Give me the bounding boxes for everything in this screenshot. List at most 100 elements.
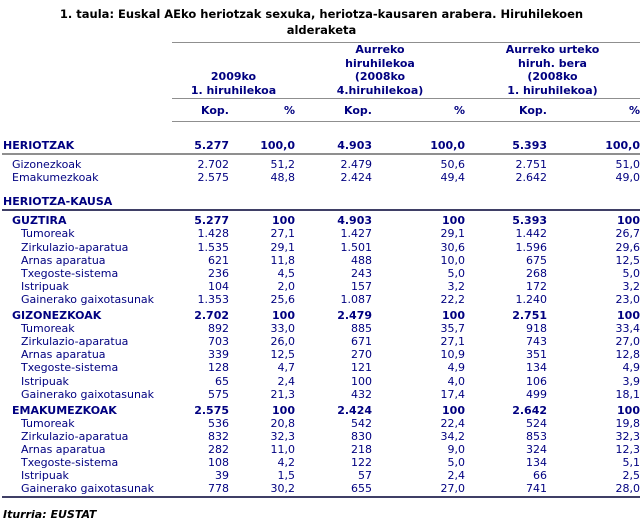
cell-value: 22,4: [440, 416, 466, 430]
column-group-line: 1. hiruhilekoa): [507, 83, 598, 97]
table-row: Istripuak 104 2,0 157 3,2 172 3,2: [2, 280, 640, 293]
row-label: Zirkulazio-aparatua: [21, 429, 129, 443]
cell-value: 524: [526, 416, 547, 430]
row-label: Gainerako gaixotasunak: [21, 482, 155, 496]
table-row: Istripuak 65 2,4 100 4,0 106 3,9: [2, 375, 640, 388]
cell-value: 21,3: [270, 387, 296, 401]
column-group-row: 2009ko 1. hiruhilekoa Aurreko hiruhileko…: [172, 43, 640, 99]
cell-value: 26,7: [615, 227, 641, 241]
cell-value: 51,0: [615, 158, 641, 172]
table-row: Gizonezkoak 2.702 51,2 2.479 50,6 2.751 51,0: [2, 158, 640, 171]
column-group-previous-quarter: Aurreko hiruhilekoa (2008ko 4.hiruhileko…: [295, 43, 465, 97]
table-row: Tumoreak 1.428 27,1 1.427 29,1 1.442 26,7: [2, 227, 640, 240]
row-label: Tumoreak: [21, 227, 75, 241]
table-row: Zirkulazio-aparatua 832 32,3 830 34,2 853 32,3: [2, 430, 640, 443]
cell-value: 5.277: [194, 214, 229, 228]
cell-value: 892: [208, 322, 229, 336]
column-group-line: (2008ko: [527, 70, 578, 83]
cell-value: 743: [526, 335, 547, 349]
cell-value: 4,9: [447, 361, 466, 375]
cell-value: 100,0: [605, 139, 640, 152]
cell-value: 172: [526, 279, 547, 293]
cell-value: 830: [351, 429, 372, 443]
cell-value: 2.751: [515, 158, 548, 172]
cell-value: 29,1: [440, 227, 466, 241]
row-label: Txegoste-sistema: [21, 266, 119, 280]
cell-value: 100: [442, 214, 465, 228]
cell-value: 134: [526, 361, 547, 375]
cell-value: 32,3: [615, 429, 641, 443]
cell-value: 5,0: [622, 266, 641, 280]
cell-value: 621: [208, 253, 229, 267]
cell-value: 268: [526, 266, 547, 280]
cell-value: 5,0: [447, 266, 466, 280]
cell-value: 3,2: [447, 279, 466, 293]
cell-value: 66: [533, 469, 547, 483]
cell-value: 671: [351, 335, 372, 349]
cell-value: 5,0: [447, 456, 466, 470]
cell-value: 12,8: [615, 348, 641, 362]
cell-value: 108: [208, 456, 229, 470]
section-rule: [2, 153, 640, 156]
cell-value: 18,1: [615, 387, 641, 401]
cell-value: 1.428: [197, 227, 230, 241]
cell-value: 100: [442, 403, 465, 417]
column-group-previous-year: Aurreko urteko hiruh. bera (2008ko 1. hi…: [465, 43, 640, 97]
cell-value: 100: [442, 309, 465, 323]
sub-header-pct: %: [453, 103, 465, 117]
cell-value: 2.575: [197, 171, 230, 185]
cell-value: 27,1: [270, 227, 296, 241]
sub-header-row: Kop. % Kop. % Kop. %: [172, 99, 640, 122]
cell-value: 4.903: [337, 214, 372, 228]
cell-value: 100: [272, 403, 295, 417]
cell-value: 35,7: [440, 322, 466, 336]
cell-value: 4,9: [622, 361, 641, 375]
cell-value: 1.427: [340, 227, 373, 241]
row-label: Emakumezkoak: [12, 171, 99, 185]
cell-value: 121: [351, 361, 372, 375]
table-bottom-rule: [2, 496, 640, 499]
row-label: GUZTIRA: [12, 214, 67, 228]
cell-value: 270: [351, 348, 372, 362]
cell-value: 5.277: [194, 139, 229, 152]
cell-value: 2.702: [197, 158, 230, 172]
cell-value: 499: [526, 387, 547, 401]
cell-value: 542: [351, 416, 372, 430]
cell-value: 100,0: [260, 139, 295, 152]
cell-value: 12,5: [615, 253, 641, 267]
table-row: Istripuak 39 1,5 57 2,4 66 2,5: [2, 469, 640, 482]
cell-value: 236: [208, 266, 229, 280]
cell-value: 4,2: [277, 456, 296, 470]
table-row: Emakumezkoak 2.575 48,8 2.424 49,4 2.642 49,0: [2, 171, 640, 184]
table-row: Txegoste-sistema 108 4,2 122 5,0 134 5,1: [2, 456, 640, 469]
cell-value: 2.424: [337, 403, 372, 417]
cell-value: 1.501: [340, 240, 373, 254]
cell-value: 4,0: [447, 374, 466, 388]
cell-value: 1.087: [340, 292, 373, 306]
cell-value: 339: [208, 348, 229, 362]
table-row: Gainerako gaixotasunak 575 21,3 432 17,4 499 1…: [2, 388, 640, 401]
cell-value: 832: [208, 429, 229, 443]
cell-value: 34,2: [440, 429, 466, 443]
cell-value: 2,0: [277, 279, 296, 293]
table-header: 2009ko 1. hiruhilekoa Aurreko hiruhileko…: [172, 42, 640, 122]
table-row: HERIOTZA-KAUSA: [2, 195, 640, 208]
row-label: Tumoreak: [21, 322, 75, 336]
sub-header-pct: %: [628, 103, 640, 117]
row-label: Txegoste-sistema: [21, 456, 119, 470]
row-label: Arnas aparatua: [21, 348, 106, 362]
cell-value: 324: [526, 442, 547, 456]
row-label: Zirkulazio-aparatua: [21, 335, 129, 349]
cell-value: 2.642: [512, 403, 547, 417]
cell-value: 675: [526, 253, 547, 267]
table-row: Zirkulazio-aparatua 703 26,0 671 27,1 743 27,0: [2, 335, 640, 348]
table-row: Zirkulazio-aparatua 1.535 29,1 1.501 30,6 1.5…: [2, 241, 640, 254]
cell-value: 1.535: [197, 240, 230, 254]
column-group-line: Aurreko urteko: [505, 43, 600, 56]
cell-value: 703: [208, 335, 229, 349]
sub-header-kop: Kop.: [519, 103, 547, 117]
cell-value: 5.393: [512, 139, 547, 152]
cell-value: 575: [208, 387, 229, 401]
cell-value: 2,4: [277, 374, 296, 388]
cell-value: 282: [208, 442, 229, 456]
